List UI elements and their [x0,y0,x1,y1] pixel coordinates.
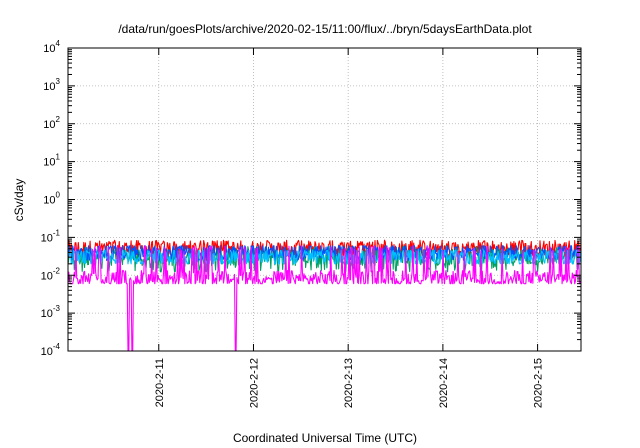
y-tick-exponent: 0 [56,191,61,200]
y-tick-exponent: -2 [53,266,61,275]
y-tick-exponent: 3 [56,77,61,86]
y-tick-base: 10 [43,195,55,207]
x-tick-label: 2020-2-13 [343,358,355,408]
x-tick-label: 2020-2-15 [533,358,545,408]
y-tick-base: 10 [43,157,55,169]
y-tick-exponent: 1 [56,153,61,162]
x-axis-label: Coordinated Universal Time (UTC) [233,431,417,445]
y-tick-exponent: 2 [56,115,61,124]
y-tick-label: 10-2 [41,266,61,282]
y-tick-base: 10 [43,43,55,55]
y-tick-base: 10 [41,308,53,320]
y-tick-label: 10-4 [41,342,61,358]
series-line-3 [67,245,582,261]
series-line-4 [67,249,582,265]
y-tick-base: 10 [41,270,53,282]
y-tick-label: 102 [43,115,60,131]
y-tick-label: 10-3 [41,304,61,320]
y-tick-base: 10 [41,346,53,358]
x-tick-label: 2020-2-12 [248,358,260,408]
y-axis-label: cSv/day [12,179,26,222]
x-tick-label: 2020-2-14 [438,358,450,408]
plot-frame [67,47,582,352]
axis-ticks [68,47,581,352]
y-tick-base: 10 [43,119,55,131]
chart-title: /data/run/goesPlots/archive/2020-02-15/1… [118,22,532,36]
series-line-5 [67,245,582,352]
y-tick-label: 10-1 [41,228,61,244]
y-tick-base: 10 [43,81,55,93]
x-tick-label: 2020-2-11 [154,358,166,407]
y-tick-exponent: -3 [53,304,61,313]
data-series [67,239,582,352]
y-tick-base: 10 [41,232,53,244]
y-tick-exponent: -1 [53,228,61,237]
x-tick-labels: 2020-2-11 2020-2-12 2020-2-13 2020-2-14 2020… [154,358,545,408]
y-tick-label: 104 [43,39,60,55]
y-tick-label: 101 [43,153,60,169]
y-tick-exponent: -4 [53,342,61,351]
grid-lines [68,48,581,351]
y-tick-label: 103 [43,77,60,93]
y-tick-exponent: 4 [56,39,61,48]
y-tick-label: 100 [43,191,60,207]
